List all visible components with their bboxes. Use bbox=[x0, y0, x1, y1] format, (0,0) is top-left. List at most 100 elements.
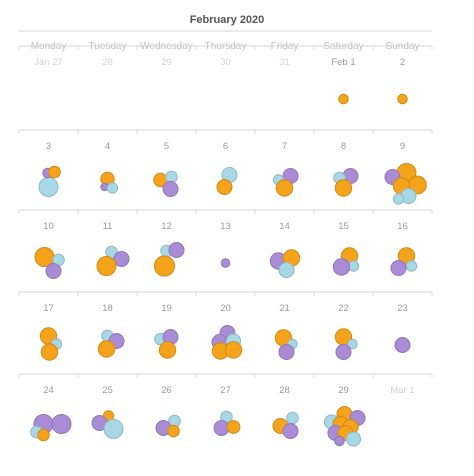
day-cell: 17 bbox=[18, 292, 63, 361]
week-row: Jan 27 28 29 30 31 Feb 1 2 bbox=[18, 45, 433, 105]
bubble-orange bbox=[338, 93, 349, 105]
day-cell: 2 bbox=[372, 46, 408, 105]
day-label: 24 bbox=[43, 385, 54, 396]
day-cell: 14 bbox=[254, 210, 301, 278]
bubble-purple bbox=[113, 251, 130, 267]
day-label: Jan 27 bbox=[34, 57, 63, 68]
day-label: 28 bbox=[102, 57, 113, 68]
bubble-orange bbox=[397, 93, 408, 105]
day-cell: 9 bbox=[372, 130, 427, 205]
day-cell: 19 bbox=[136, 292, 179, 359]
bubble-blue bbox=[103, 419, 124, 439]
day-label: 28 bbox=[279, 385, 290, 396]
bubble-purple bbox=[332, 258, 351, 276]
bubble-blue bbox=[286, 411, 299, 425]
bubble-purple bbox=[335, 344, 352, 360]
day-label: 20 bbox=[220, 303, 231, 314]
bubble-orange bbox=[96, 256, 117, 276]
bubble-blue bbox=[347, 338, 358, 350]
day-label: 21 bbox=[279, 303, 290, 314]
day-cell: 20 bbox=[195, 292, 243, 360]
bubble-purple bbox=[394, 337, 411, 353]
day-cell: Jan 27 bbox=[18, 46, 63, 68]
day-cell: 26 bbox=[136, 374, 181, 438]
day-cell: 7 bbox=[254, 130, 299, 197]
day-label: 14 bbox=[279, 221, 290, 232]
bubble-purple bbox=[220, 258, 231, 268]
day-label: 26 bbox=[161, 385, 172, 396]
day-label: 4 bbox=[105, 141, 110, 152]
bubble-blue bbox=[106, 182, 119, 194]
chart-title: February 2020 bbox=[190, 14, 265, 26]
day-label: 11 bbox=[103, 221, 113, 232]
bubble-purple bbox=[282, 423, 299, 439]
bubble-orange bbox=[226, 420, 241, 434]
day-cell: 16 bbox=[372, 210, 418, 276]
bubble-blue bbox=[38, 177, 59, 197]
bubble-orange bbox=[153, 255, 176, 277]
day-cell: 28 bbox=[254, 374, 299, 439]
week-row: 3 4 5 6 7 8 9 bbox=[18, 129, 433, 205]
day-label: 3 bbox=[46, 141, 51, 152]
day-cell: 31 bbox=[254, 46, 290, 68]
bubble-purple bbox=[168, 242, 185, 258]
day-cell: 27 bbox=[195, 374, 241, 436]
bubble-purple bbox=[45, 263, 62, 279]
day-cell: Mar 1 bbox=[372, 374, 415, 396]
day-cell: 29 bbox=[136, 46, 172, 68]
day-cell: 28 bbox=[77, 46, 113, 68]
day-label: 7 bbox=[282, 141, 287, 152]
day-cell: 13 bbox=[195, 210, 231, 268]
day-cell: 18 bbox=[77, 292, 125, 358]
bubble-orange bbox=[158, 341, 177, 359]
day-cell: 30 bbox=[195, 46, 231, 68]
day-label: 13 bbox=[220, 221, 231, 232]
day-cell: 21 bbox=[254, 292, 298, 360]
day-label: 29 bbox=[338, 385, 349, 396]
week-row: 10 11 12 13 14 15 16 bbox=[18, 209, 433, 279]
day-label: 15 bbox=[338, 221, 349, 232]
bubble-orange bbox=[216, 179, 233, 195]
day-label: 23 bbox=[397, 303, 408, 314]
bubble-orange bbox=[48, 165, 61, 179]
day-label: 19 bbox=[161, 303, 172, 314]
day-cell: 3 bbox=[18, 130, 61, 197]
day-label: 31 bbox=[279, 57, 290, 68]
day-cell: 8 bbox=[313, 130, 359, 197]
day-label: 25 bbox=[102, 385, 113, 396]
day-label: 30 bbox=[220, 57, 231, 68]
day-label: 9 bbox=[400, 141, 405, 152]
day-cell: 12 bbox=[136, 210, 185, 277]
day-label: 12 bbox=[161, 221, 172, 232]
bubble-purple bbox=[162, 181, 179, 197]
day-label: 22 bbox=[338, 303, 349, 314]
bubble-purple bbox=[278, 344, 295, 360]
day-label: 8 bbox=[341, 141, 346, 152]
day-label: 16 bbox=[397, 221, 408, 232]
day-cell: Feb 1 bbox=[313, 46, 356, 105]
week-row: 17 18 19 20 21 22 23 bbox=[18, 291, 433, 361]
day-label: Feb 1 bbox=[331, 57, 355, 68]
bubble-purple bbox=[51, 414, 72, 434]
day-cell: 25 bbox=[77, 374, 124, 439]
day-cell: 22 bbox=[313, 292, 358, 360]
day-cell: 5 bbox=[136, 130, 179, 197]
day-cell: 15 bbox=[313, 210, 360, 276]
bubble-orange bbox=[37, 428, 50, 442]
day-cell: 10 bbox=[18, 210, 65, 279]
bubble-orange bbox=[97, 340, 116, 358]
bubble-blue bbox=[278, 262, 295, 278]
day-cell: 11 bbox=[77, 210, 130, 276]
bubble-purple bbox=[390, 260, 407, 276]
day-label: 2 bbox=[400, 57, 405, 68]
bubble-orange bbox=[224, 341, 243, 359]
bubble-blue bbox=[345, 431, 362, 447]
day-cell: 6 bbox=[195, 130, 238, 195]
day-label: 10 bbox=[43, 221, 54, 232]
day-label: Mar 1 bbox=[390, 385, 414, 396]
bubble-orange bbox=[275, 179, 294, 197]
day-label: 6 bbox=[223, 141, 228, 152]
day-cell: 4 bbox=[77, 130, 119, 194]
bubble-blue bbox=[392, 193, 405, 205]
